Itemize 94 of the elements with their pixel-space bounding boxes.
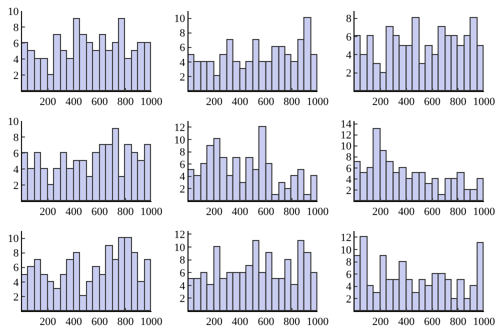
x-tick-label: 200 [40, 206, 57, 218]
y-tick-label: 6 [13, 148, 20, 160]
y-tick-label: 12 [340, 130, 352, 142]
y-tick-label: 6 [13, 38, 20, 50]
y-tick-label: 12 [174, 229, 186, 242]
y-tick-label: 4 [13, 164, 20, 176]
x-tick-label: 1000 [306, 96, 330, 108]
y-tick-label: 10 [340, 244, 352, 256]
y-tick-label: 10 [174, 242, 186, 254]
y-tick-label: 8 [346, 256, 352, 269]
x-tick-label: 200 [372, 316, 390, 328]
y-tick-label: 12 [174, 122, 186, 134]
y-tick-label: 10 [340, 140, 352, 153]
x-tick-label: 400 [398, 206, 416, 218]
x-tick-label: 800 [117, 206, 134, 218]
x-tick-label: 400 [232, 206, 249, 218]
x-tick-label: 1000 [140, 316, 163, 328]
x-tick-label: 200 [206, 96, 223, 108]
x-tick-label: 400 [65, 316, 82, 328]
x-tick-label: 1000 [473, 316, 496, 328]
x-tick-label: 1000 [140, 206, 163, 218]
y-tick-label: 6 [13, 262, 20, 274]
x-tick-label: 1000 [306, 206, 330, 218]
y-tick-label: 2 [180, 184, 186, 196]
x-tick-label: 600 [424, 206, 442, 218]
x-tick-label: 400 [398, 96, 416, 108]
y-tick-label: 8 [13, 248, 20, 260]
x-tick-label: 600 [91, 96, 108, 108]
y-tick-label: 12 [340, 232, 352, 244]
x-tick-label: 800 [450, 206, 467, 218]
y-tick-label: 6 [346, 31, 352, 44]
x-tick-label: 200 [206, 206, 223, 218]
y-tick-label: 10 [174, 13, 186, 26]
x-tick-label: 200 [372, 96, 390, 108]
y-tick-label: 8 [180, 254, 186, 267]
x-tick-label: 800 [450, 316, 467, 328]
x-tick-label: 1000 [473, 206, 496, 218]
y-tick-label: 8 [180, 28, 186, 40]
y-tick-label: 2 [180, 71, 186, 84]
x-tick-label: 400 [65, 96, 82, 108]
y-tick-label: 10 [8, 116, 20, 128]
x-tick-label: 400 [65, 206, 82, 218]
x-tick-label: 800 [117, 316, 134, 328]
y-tick-label: 4 [180, 171, 186, 184]
y-tick-label: 2 [13, 70, 19, 82]
x-tick-label: 600 [91, 206, 108, 218]
x-tick-label: 600 [424, 96, 442, 108]
y-tick-label: 2 [346, 294, 352, 306]
y-tick-label: 8 [13, 132, 20, 144]
x-tick-label: 800 [284, 206, 301, 218]
y-tick-label: 2 [13, 180, 19, 192]
y-tick-label: 14 [340, 118, 352, 131]
y-tick-label: 8 [346, 152, 352, 164]
y-tick-label: 4 [346, 49, 352, 62]
y-tick-label: 6 [180, 42, 186, 54]
x-tick-label: 200 [372, 206, 390, 218]
y-tick-label: 10 [8, 6, 20, 18]
x-tick-label: 1000 [140, 96, 163, 108]
x-tick-label: 1000 [473, 96, 496, 108]
x-tick-label: 400 [398, 316, 416, 328]
x-tick-label: 200 [206, 316, 223, 328]
y-tick-label: 4 [346, 174, 352, 186]
y-tick-label: 2 [346, 184, 352, 197]
x-tick-label: 600 [258, 206, 275, 218]
y-tick-label: 4 [180, 56, 186, 69]
y-tick-label: 2 [180, 293, 186, 306]
y-tick-label: 6 [346, 268, 352, 281]
x-tick-label: 600 [424, 316, 442, 328]
y-tick-label: 4 [13, 276, 20, 289]
x-tick-label: 200 [40, 316, 57, 328]
y-tick-label: 8 [346, 13, 352, 26]
y-tick-label: 2 [346, 68, 352, 80]
y-tick-label: 8 [13, 22, 20, 34]
y-tick-label: 6 [180, 267, 186, 280]
y-tick-label: 10 [8, 233, 20, 246]
y-tick-label: 4 [13, 54, 20, 66]
x-tick-label: 200 [40, 96, 57, 108]
y-tick-label: 6 [346, 162, 352, 175]
x-tick-label: 400 [232, 96, 249, 108]
x-tick-label: 600 [91, 316, 108, 328]
x-tick-label: 600 [258, 96, 275, 108]
x-tick-label: 800 [450, 96, 467, 108]
x-tick-label: 800 [284, 316, 301, 328]
x-tick-label: 600 [258, 316, 275, 328]
x-tick-label: 800 [284, 96, 301, 108]
x-tick-label: 800 [117, 96, 134, 108]
x-tick-label: 400 [232, 316, 249, 328]
y-tick-label: 10 [174, 134, 186, 146]
y-tick-label: 6 [180, 158, 186, 171]
x-tick-label: 1000 [306, 316, 330, 328]
y-tick-label: 4 [346, 281, 352, 294]
y-tick-label: 2 [13, 291, 19, 304]
y-tick-label: 8 [180, 146, 186, 159]
y-tick-label: 4 [180, 280, 186, 292]
